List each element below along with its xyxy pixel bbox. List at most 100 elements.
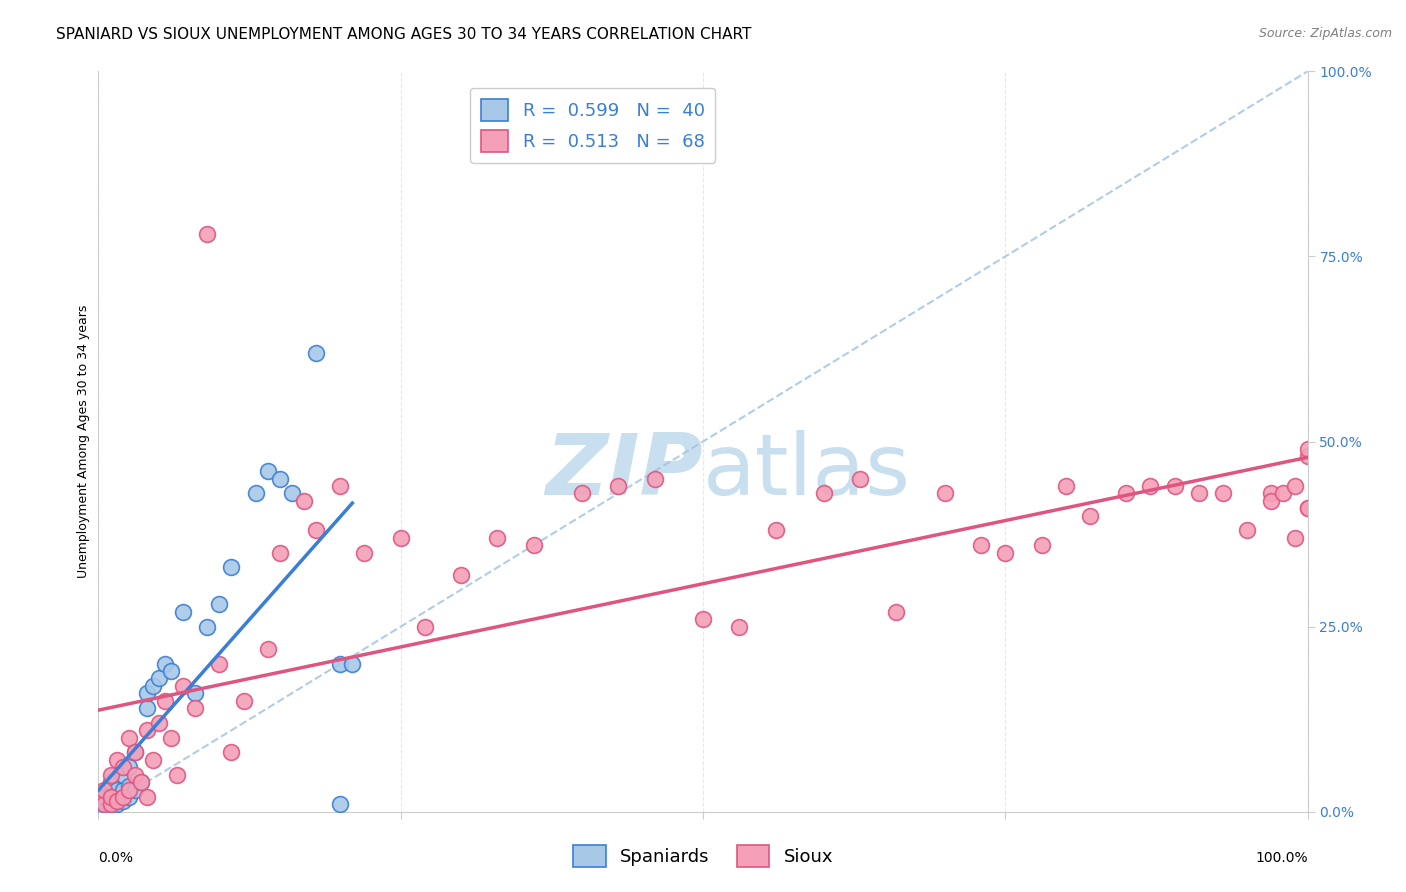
Text: ZIP: ZIP [546, 430, 703, 513]
Point [607, 479, 630, 493]
Point [135, 789, 157, 804]
Point [208, 657, 231, 671]
Point [886, 605, 908, 619]
Point [1188, 486, 1211, 500]
Point [389, 531, 412, 545]
Point [221, 560, 243, 574]
Y-axis label: Unemployment Among Ages 30 to 34 years: Unemployment Among Ages 30 to 34 years [77, 305, 90, 578]
Point [413, 619, 436, 633]
Point [305, 524, 328, 538]
Text: 0.0%: 0.0% [98, 851, 134, 864]
Point [129, 775, 152, 789]
Point [172, 605, 194, 619]
Point [118, 779, 141, 793]
Point [184, 701, 207, 715]
Point [100, 794, 122, 808]
Point [124, 746, 146, 760]
Point [148, 715, 170, 730]
Point [105, 782, 128, 797]
Point [100, 797, 122, 812]
Point [221, 746, 243, 760]
Point [1078, 508, 1101, 523]
Point [523, 538, 546, 552]
Point [100, 786, 122, 800]
Point [1031, 538, 1053, 552]
Point [1296, 501, 1319, 516]
Point [728, 619, 751, 633]
Point [111, 760, 134, 774]
Point [100, 767, 122, 781]
Point [813, 486, 835, 500]
Point [256, 641, 278, 656]
Point [111, 789, 134, 804]
Point [1115, 486, 1137, 500]
Text: 100.0%: 100.0% [1256, 851, 1308, 864]
Point [292, 493, 315, 508]
Point [1212, 486, 1234, 500]
Point [153, 657, 176, 671]
Point [93, 782, 115, 797]
Point [105, 797, 128, 812]
Point [1260, 493, 1282, 508]
Point [765, 524, 787, 538]
Point [269, 472, 291, 486]
Point [245, 486, 267, 500]
Point [1284, 479, 1306, 493]
Point [184, 686, 207, 700]
Point [105, 753, 128, 767]
Point [160, 664, 183, 678]
Point [93, 797, 115, 812]
Point [93, 797, 115, 812]
Point [1272, 486, 1295, 500]
Point [1260, 486, 1282, 500]
Point [1296, 442, 1319, 456]
Point [208, 598, 231, 612]
Point [160, 731, 183, 745]
Point [281, 486, 304, 500]
Point [195, 227, 218, 242]
Point [105, 794, 128, 808]
Point [353, 546, 375, 560]
Point [970, 538, 993, 552]
Point [232, 694, 254, 708]
Point [93, 789, 115, 804]
Point [111, 782, 134, 797]
Point [256, 464, 278, 478]
Point [124, 746, 146, 760]
Point [1296, 450, 1319, 464]
Point [118, 760, 141, 774]
Point [100, 797, 122, 812]
Point [1284, 531, 1306, 545]
Point [142, 679, 165, 693]
Point [692, 612, 714, 626]
Point [93, 801, 115, 815]
Point [1054, 479, 1077, 493]
Point [142, 753, 165, 767]
Point [118, 731, 141, 745]
Point [571, 486, 593, 500]
Point [329, 479, 352, 493]
Point [934, 486, 956, 500]
Point [644, 472, 666, 486]
Point [105, 789, 128, 804]
Point [342, 657, 364, 671]
Point [994, 546, 1017, 560]
Point [135, 701, 157, 715]
Text: atlas: atlas [703, 430, 911, 513]
Point [118, 789, 141, 804]
Point [166, 767, 188, 781]
Point [486, 531, 509, 545]
Point [153, 694, 176, 708]
Point [100, 801, 122, 815]
Point [1236, 524, 1258, 538]
Point [849, 472, 872, 486]
Point [135, 686, 157, 700]
Point [1163, 479, 1185, 493]
Point [172, 679, 194, 693]
Legend: R =  0.599   N =  40, R =  0.513   N =  68: R = 0.599 N = 40, R = 0.513 N = 68 [470, 87, 716, 162]
Point [329, 657, 352, 671]
Point [124, 767, 146, 781]
Point [100, 789, 122, 804]
Point [1296, 501, 1319, 516]
Point [111, 767, 134, 781]
